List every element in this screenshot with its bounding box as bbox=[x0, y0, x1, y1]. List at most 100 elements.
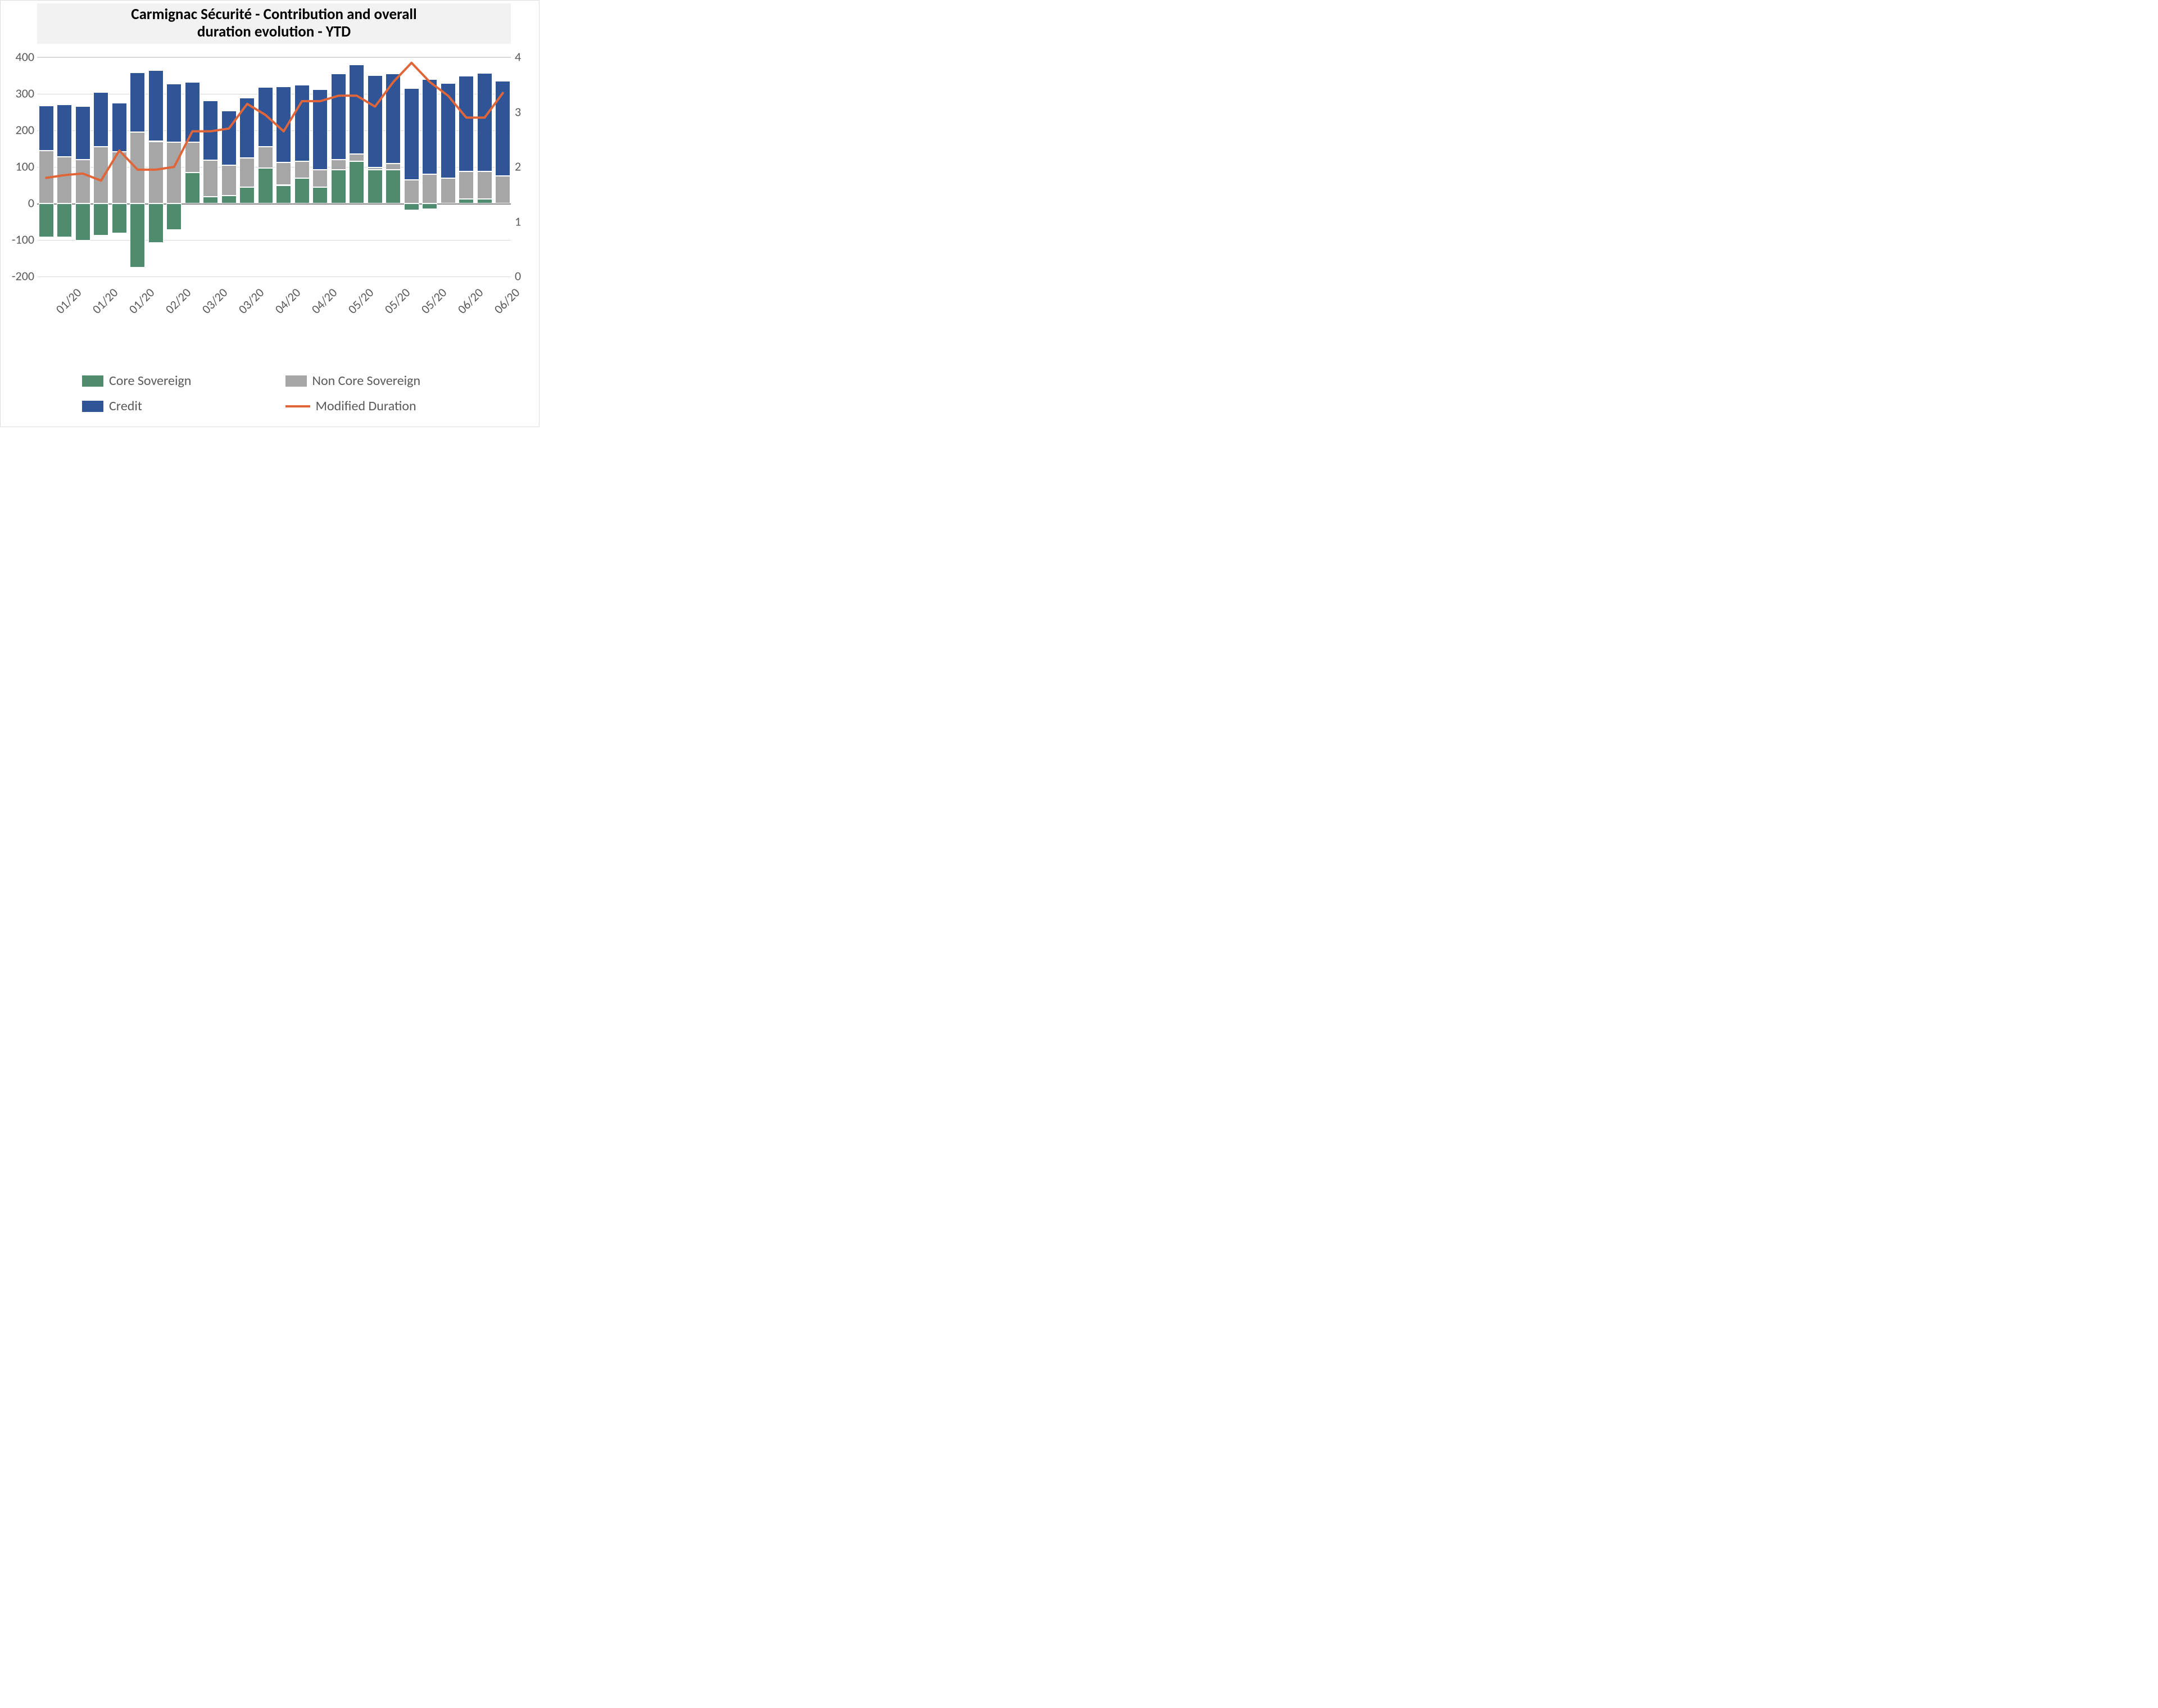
bar-credit bbox=[331, 74, 346, 160]
bar-core-sovereign bbox=[148, 203, 164, 243]
chart-title-line1: Carmignac Sécurité - Contribution and ov… bbox=[37, 6, 511, 23]
bar-non-core-sovereign bbox=[239, 158, 255, 187]
bar-core-sovereign bbox=[239, 187, 255, 203]
bar-core-sovereign bbox=[349, 161, 364, 203]
bar-non-core-sovereign bbox=[57, 157, 72, 203]
bar-group bbox=[93, 57, 108, 276]
bar-non-core-sovereign bbox=[294, 161, 310, 178]
x-tick-label: 03/20 bbox=[199, 285, 231, 317]
bar-credit bbox=[239, 98, 255, 158]
bar-core-sovereign bbox=[203, 197, 218, 203]
bar-non-core-sovereign bbox=[477, 171, 492, 199]
legend-item-modified-duration: Modified Duration bbox=[285, 398, 489, 414]
bar-core-sovereign bbox=[185, 173, 200, 203]
chart-title: Carmignac Sécurité - Contribution and ov… bbox=[37, 3, 511, 44]
bar-non-core-sovereign bbox=[331, 160, 346, 170]
x-tick-label: 01/20 bbox=[53, 285, 85, 317]
y-right-tick-label: 4 bbox=[515, 49, 540, 65]
bar-group bbox=[221, 57, 237, 276]
bar-core-sovereign bbox=[331, 170, 346, 203]
legend-item-core-sovereign: Core Sovereign bbox=[82, 373, 285, 389]
bar-credit bbox=[57, 105, 72, 157]
bar-group bbox=[312, 57, 328, 276]
bar-group bbox=[166, 57, 182, 276]
y-right-tick-label: 2 bbox=[515, 159, 540, 174]
bar-core-sovereign bbox=[422, 203, 437, 209]
x-tick-label: 06/20 bbox=[455, 285, 487, 317]
bar-credit bbox=[368, 75, 383, 167]
bar-core-sovereign bbox=[477, 199, 492, 203]
bar-credit bbox=[39, 106, 54, 150]
bar-core-sovereign bbox=[57, 203, 72, 237]
bar-credit bbox=[75, 106, 90, 160]
bar-group bbox=[75, 57, 90, 276]
legend-label-modified-duration: Modified Duration bbox=[316, 398, 416, 414]
bar-credit bbox=[93, 92, 108, 147]
x-tick-label: 06/20 bbox=[491, 285, 523, 317]
bar-credit bbox=[166, 84, 182, 142]
legend-label-non-core-sovereign: Non Core Sovereign bbox=[312, 373, 421, 389]
bar-credit bbox=[203, 101, 218, 160]
x-axis-labels: 01/2001/2001/2002/2003/2003/2004/2004/20… bbox=[37, 280, 511, 331]
x-tick-label: 04/20 bbox=[272, 285, 304, 317]
bar-group bbox=[495, 57, 510, 276]
bar-non-core-sovereign bbox=[75, 160, 90, 203]
bar-credit bbox=[221, 111, 237, 166]
y-right-tick-label: 3 bbox=[515, 104, 540, 119]
y-left-tick-label: 400 bbox=[1, 49, 34, 65]
y-left-tick-label: 0 bbox=[1, 196, 34, 211]
x-tick-label: 04/20 bbox=[309, 285, 341, 317]
bar-core-sovereign bbox=[166, 203, 182, 230]
bar-credit bbox=[477, 73, 492, 172]
bar-core-sovereign bbox=[294, 178, 310, 204]
bar-core-sovereign bbox=[112, 203, 127, 233]
bar-group bbox=[239, 57, 255, 276]
bar-core-sovereign bbox=[276, 185, 291, 204]
bar-group bbox=[368, 57, 383, 276]
legend-item-credit: Credit bbox=[82, 398, 285, 414]
chart-container: Carmignac Sécurité - Contribution and ov… bbox=[0, 0, 540, 427]
bar-group bbox=[386, 57, 401, 276]
bar-group bbox=[258, 57, 273, 276]
bar-credit bbox=[130, 73, 145, 132]
y-right-tick-label: 0 bbox=[515, 269, 540, 284]
bar-credit bbox=[148, 70, 164, 141]
bar-non-core-sovereign bbox=[166, 142, 182, 203]
bar-non-core-sovereign bbox=[93, 147, 108, 203]
legend-swatch-credit bbox=[82, 401, 103, 412]
bar-non-core-sovereign bbox=[441, 178, 456, 204]
bar-group bbox=[148, 57, 164, 276]
bar-group bbox=[39, 57, 54, 276]
bar-non-core-sovereign bbox=[368, 167, 383, 170]
bar-group bbox=[441, 57, 456, 276]
bar-non-core-sovereign bbox=[258, 147, 273, 168]
bar-non-core-sovereign bbox=[221, 165, 237, 195]
bar-core-sovereign bbox=[221, 196, 237, 203]
bar-credit bbox=[312, 89, 328, 170]
bar-credit bbox=[112, 103, 127, 151]
bar-credit bbox=[294, 85, 310, 162]
bar-core-sovereign bbox=[459, 199, 474, 203]
bar-core-sovereign bbox=[404, 203, 419, 210]
bar-group bbox=[349, 57, 364, 276]
y-left-tick-label: -200 bbox=[1, 269, 34, 284]
x-tick-label: 05/20 bbox=[345, 285, 377, 317]
legend-swatch-non-core-sovereign bbox=[285, 375, 307, 387]
bar-group bbox=[185, 57, 200, 276]
bar-group bbox=[404, 57, 419, 276]
bar-non-core-sovereign bbox=[459, 171, 474, 199]
bar-credit bbox=[258, 87, 273, 147]
bar-non-core-sovereign bbox=[386, 164, 401, 170]
x-tick-label: 05/20 bbox=[382, 285, 414, 317]
legend-item-non-core-sovereign: Non Core Sovereign bbox=[285, 373, 489, 389]
bar-group bbox=[57, 57, 72, 276]
bar-core-sovereign bbox=[368, 170, 383, 203]
x-tick-label: 05/20 bbox=[418, 285, 450, 317]
legend: Core Sovereign Non Core Sovereign Credit… bbox=[37, 367, 511, 420]
bar-credit bbox=[404, 88, 419, 180]
bars-layer bbox=[37, 57, 511, 276]
bar-group bbox=[422, 57, 437, 276]
bar-non-core-sovereign bbox=[276, 162, 291, 185]
bar-group bbox=[130, 57, 145, 276]
bar-credit bbox=[441, 83, 456, 178]
